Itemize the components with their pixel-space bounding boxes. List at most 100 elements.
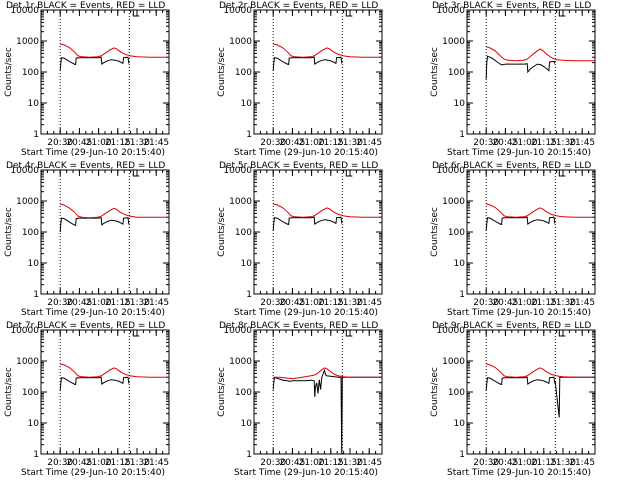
marker-bracket <box>132 10 140 17</box>
y-tick-label: 1 <box>33 130 39 140</box>
x-tick-label: 21:30 <box>124 458 150 468</box>
y-tick-label: 1 <box>246 290 252 300</box>
y-tick-label: 10000 <box>223 6 252 16</box>
lld-series-line <box>60 43 169 58</box>
x-tick-label: 20:45 <box>66 138 92 148</box>
x-tick-label: 20:45 <box>492 298 518 308</box>
chart-title: Det 6r BLACK = Events, RED = LLD <box>432 161 591 171</box>
y-tick-label: 10000 <box>436 6 465 16</box>
x-tick-label: 21:45 <box>356 298 382 308</box>
y-tick-label: 10 <box>28 259 40 269</box>
y-tick-label: 10000 <box>436 326 465 336</box>
x-tick-label: 21:15 <box>318 458 344 468</box>
y-tick-label: 1 <box>459 450 465 460</box>
x-tick-label: 20:45 <box>492 458 518 468</box>
y-tick-label: 1 <box>33 450 39 460</box>
x-axis-label: Start Time (29-Jun-10 20:15:40) <box>234 148 378 158</box>
lld-series-line <box>273 203 382 218</box>
chart-title: Det 4r BLACK = Events, RED = LLD <box>6 161 165 171</box>
x-tick-label: 21:45 <box>356 458 382 468</box>
chart-panel-3: Det 3r BLACK = Events, RED = LLD 1 10 100 10… <box>430 1 596 158</box>
y-tick-label: 1000 <box>229 197 252 207</box>
marker-bracket <box>345 10 353 17</box>
lld-series-line <box>273 367 382 380</box>
y-tick-label: 10000 <box>436 166 465 176</box>
y-tick-label: 100 <box>448 68 465 78</box>
chart-title: Det 8r BLACK = Events, RED = LLD <box>219 321 378 331</box>
marker-bracket <box>558 170 566 177</box>
x-tick-label: 21:30 <box>550 138 576 148</box>
x-tick-label: 20:30 <box>473 458 499 468</box>
x-tick-label: 21:30 <box>337 138 363 148</box>
x-tick-label: 21:15 <box>105 458 131 468</box>
y-tick-label: 1000 <box>16 357 39 367</box>
x-tick-label: 21:30 <box>550 298 576 308</box>
x-tick-label: 21:15 <box>105 138 131 148</box>
x-tick-label: 21:00 <box>299 298 325 308</box>
events-series-line <box>485 55 556 79</box>
x-tick-label: 20:45 <box>66 298 92 308</box>
lld-series-line <box>486 363 595 378</box>
x-axis-label: Start Time (29-Jun-10 20:15:40) <box>447 468 591 478</box>
y-tick-label: 1000 <box>442 357 465 367</box>
x-tick-label: 21:00 <box>512 458 538 468</box>
chart-title: Det 2r BLACK = Events, RED = LLD <box>219 1 378 11</box>
y-tick-label: 100 <box>22 388 39 398</box>
chart-panel-7: Det 7r BLACK = Events, RED = LLD 1 10 100 10… <box>4 321 170 478</box>
chart-panel-5: Det 5r BLACK = Events, RED = LLD 1 10 100 10… <box>217 161 383 318</box>
events-series-line <box>485 216 556 231</box>
x-axis-label: Start Time (29-Jun-10 20:15:40) <box>234 308 378 318</box>
x-tick-label: 20:30 <box>47 298 73 308</box>
y-tick-label: 1000 <box>229 37 252 47</box>
y-tick-label: 100 <box>22 68 39 78</box>
x-tick-label: 20:45 <box>279 298 305 308</box>
y-tick-label: 10 <box>454 419 466 429</box>
y-tick-label: 100 <box>235 68 252 78</box>
marker-bracket <box>558 330 566 337</box>
y-tick-label: 1000 <box>442 197 465 207</box>
chart-panel-9: Det 9r BLACK = Events, RED = LLD 1 10 100 10… <box>430 321 596 478</box>
x-tick-label: 21:30 <box>337 298 363 308</box>
x-tick-label: 21:45 <box>569 298 595 308</box>
x-tick-label: 21:15 <box>105 298 131 308</box>
x-tick-label: 21:00 <box>299 138 325 148</box>
chart-panel-2: Det 2r BLACK = Events, RED = LLD 1 10 100 10… <box>217 1 383 158</box>
chart-title: Det 3r BLACK = Events, RED = LLD <box>432 1 591 11</box>
chart-title: Det 9r BLACK = Events, RED = LLD <box>432 321 591 331</box>
events-series-line <box>485 376 595 418</box>
y-tick-label: 10 <box>241 99 253 109</box>
y-tick-label: 1000 <box>16 37 39 47</box>
x-tick-label: 20:30 <box>47 138 73 148</box>
y-tick-label: 10000 <box>223 326 252 336</box>
y-tick-label: 1000 <box>16 197 39 207</box>
x-tick-label: 21:30 <box>124 298 150 308</box>
x-tick-label: 20:30 <box>260 458 286 468</box>
x-tick-label: 20:30 <box>473 298 499 308</box>
lld-series-line <box>486 46 595 62</box>
x-tick-label: 20:30 <box>47 458 73 468</box>
y-tick-label: 10000 <box>10 6 39 16</box>
events-series-line <box>272 368 382 455</box>
y-axis-label: Counts/sec <box>217 207 227 257</box>
x-axis-label: Start Time (29-Jun-10 20:15:40) <box>447 308 591 318</box>
x-tick-label: 21:00 <box>512 298 538 308</box>
x-tick-label: 21:15 <box>318 298 344 308</box>
x-tick-label: 21:45 <box>143 138 169 148</box>
y-tick-label: 100 <box>22 228 39 238</box>
y-axis-label: Counts/sec <box>430 207 440 257</box>
y-axis-label: Counts/sec <box>4 367 14 417</box>
x-tick-label: 20:45 <box>279 458 305 468</box>
x-axis-label: Start Time (29-Jun-10 20:15:40) <box>21 468 165 478</box>
y-tick-label: 1 <box>33 290 39 300</box>
x-tick-label: 21:00 <box>86 138 112 148</box>
chart-title: Det 1r BLACK = Events, RED = LLD <box>6 1 165 11</box>
y-tick-label: 10000 <box>10 326 39 336</box>
y-tick-label: 10 <box>241 419 253 429</box>
x-tick-label: 21:45 <box>143 458 169 468</box>
x-axis-label: Start Time (29-Jun-10 20:15:40) <box>234 468 378 478</box>
x-tick-label: 21:45 <box>569 138 595 148</box>
marker-bracket <box>558 10 566 17</box>
x-tick-label: 21:45 <box>356 138 382 148</box>
events-series-line <box>272 56 343 71</box>
